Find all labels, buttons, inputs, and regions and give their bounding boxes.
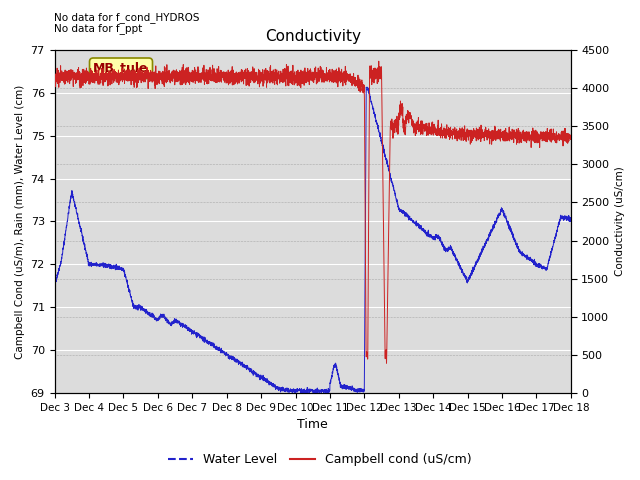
Y-axis label: Conductivity (uS/cm): Conductivity (uS/cm) — [615, 167, 625, 276]
Text: No data for f_ppt: No data for f_ppt — [54, 23, 143, 34]
Legend: Water Level, Campbell cond (uS/cm): Water Level, Campbell cond (uS/cm) — [163, 448, 477, 471]
Text: MB_tule: MB_tule — [93, 62, 148, 75]
X-axis label: Time: Time — [298, 419, 328, 432]
Text: No data for f_cond_HYDROS: No data for f_cond_HYDROS — [54, 12, 200, 23]
Title: Conductivity: Conductivity — [265, 29, 361, 44]
Y-axis label: Campbell Cond (uS/m), Rain (mm), Water Level (cm): Campbell Cond (uS/m), Rain (mm), Water L… — [15, 84, 25, 359]
